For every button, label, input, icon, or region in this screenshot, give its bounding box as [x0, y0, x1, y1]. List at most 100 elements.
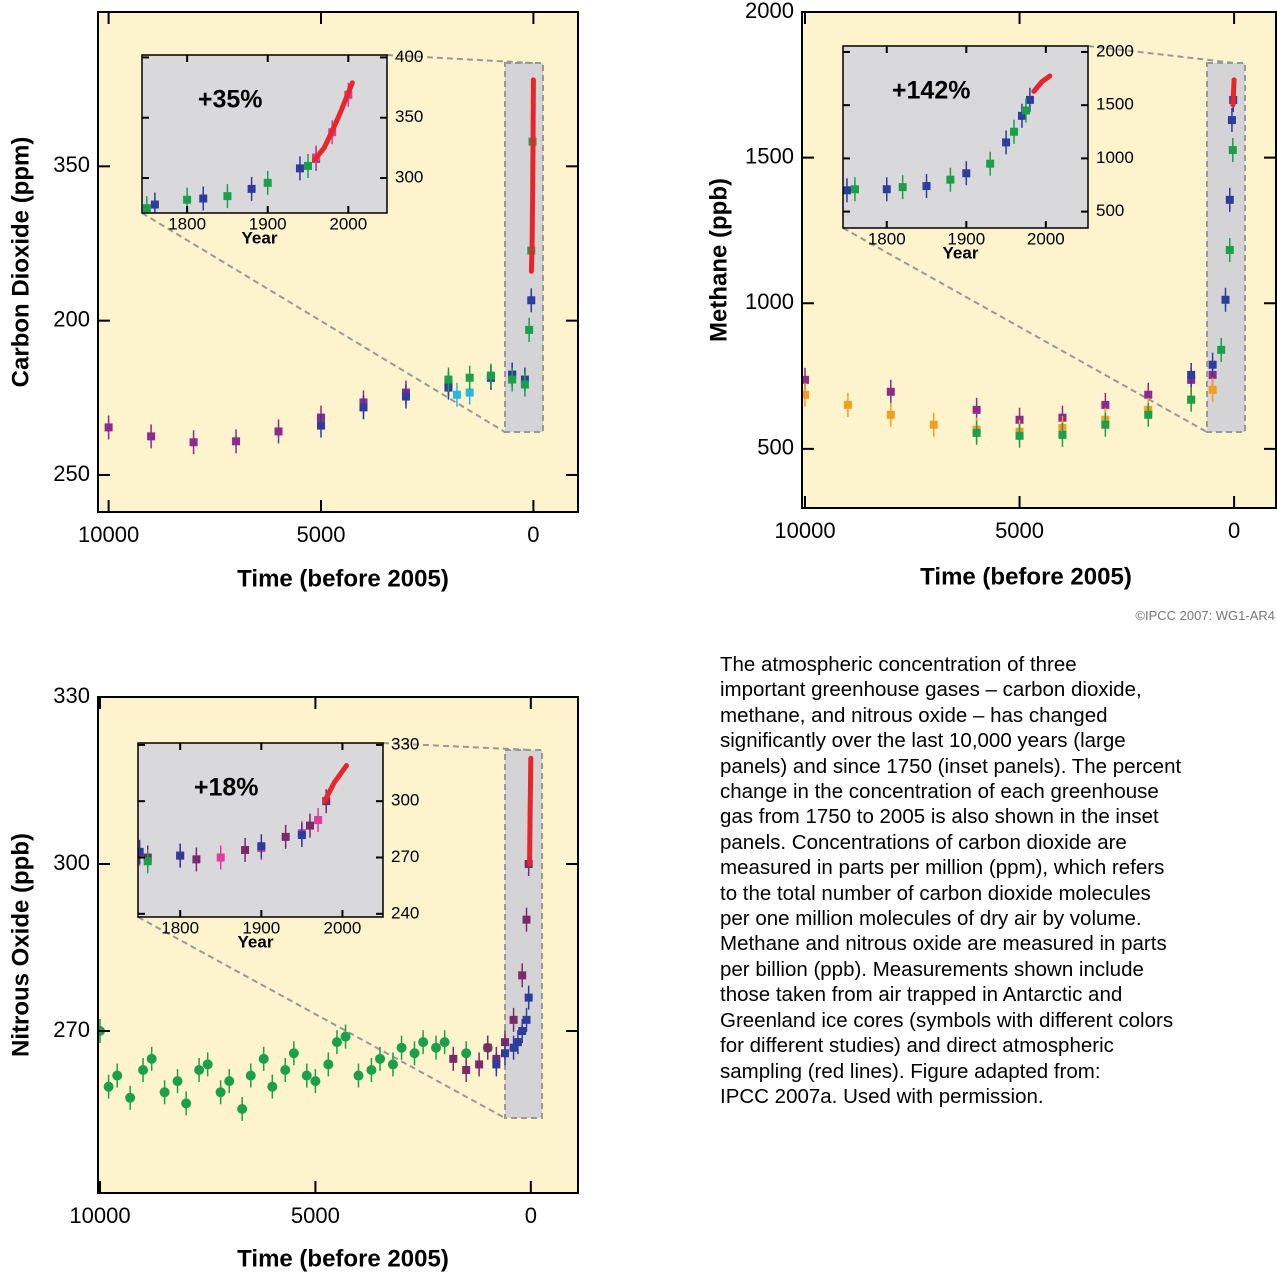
data-point	[972, 428, 981, 437]
description-line: Greenland ice cores (symbols with differ…	[720, 1008, 1174, 1032]
data-point	[112, 1070, 123, 1081]
inset-x-label: Year	[943, 243, 979, 262]
data-point	[1002, 138, 1011, 147]
data-point	[274, 427, 283, 436]
data-point	[147, 432, 156, 441]
data-group	[843, 73, 1053, 203]
data-point	[843, 186, 851, 195]
data-point	[525, 325, 534, 334]
data-point	[882, 185, 891, 194]
description-line: those taken from air trapped in Antarcti…	[720, 983, 1123, 1007]
callout-line	[141, 212, 506, 433]
series-line	[1031, 73, 1053, 94]
data-point	[1228, 146, 1237, 155]
data-point	[176, 851, 185, 860]
data-point	[1021, 106, 1030, 115]
data-point	[500, 1049, 509, 1058]
data-point	[104, 423, 113, 432]
data-point	[508, 375, 517, 384]
data-point	[509, 1043, 518, 1052]
data-point	[1025, 95, 1034, 104]
data-point	[886, 410, 895, 419]
data-point	[1208, 360, 1217, 369]
y-axis-label: Nitrous Oxide (ppb)	[7, 833, 34, 1057]
inset-background	[142, 55, 387, 213]
zoom-region	[504, 749, 543, 1119]
description-line: important greenhouse gases – carbon diox…	[720, 678, 1142, 702]
data-point	[138, 847, 144, 856]
inset-background	[843, 46, 1088, 228]
annotation: +18%	[194, 774, 259, 802]
data-point	[475, 1060, 484, 1069]
data-point	[340, 1031, 351, 1042]
description-line: per billion (ppb). Measurements shown in…	[720, 957, 1144, 981]
data-point	[281, 832, 290, 841]
description-line: methane, and nitrous oxide – has changed	[720, 703, 1108, 727]
y-tick-label: 330	[391, 734, 419, 753]
data-point	[492, 1060, 501, 1069]
x-tick-label: 1800	[868, 229, 906, 248]
data-point	[237, 1103, 248, 1114]
y-tick-label: 300	[395, 168, 423, 187]
x-tick-label: 2000	[1027, 229, 1065, 248]
x-tick-label: 10000	[78, 522, 139, 547]
callout-line	[1087, 45, 1236, 64]
data-point	[922, 182, 931, 191]
data-point	[1058, 430, 1067, 439]
y-tick-label: 270	[391, 847, 419, 866]
y-tick-label: 250	[53, 461, 90, 486]
description-line: panels) and since 1750 (inset panels). T…	[720, 754, 1182, 778]
data-point	[1225, 195, 1234, 204]
data-point	[1144, 390, 1153, 399]
data-point	[461, 1048, 472, 1059]
data-point	[247, 184, 256, 193]
data-group	[104, 77, 537, 455]
y-tick-label: 1000	[1096, 148, 1134, 167]
data-point	[304, 161, 313, 170]
data-point	[886, 387, 895, 396]
x-tick-label: 1900	[947, 229, 985, 248]
description-line: per one million molecules of dry air by …	[720, 907, 1142, 931]
data-point	[483, 1043, 492, 1052]
data-point	[444, 375, 453, 384]
callout-line	[382, 742, 533, 751]
data-point	[280, 1064, 291, 1075]
data-point	[103, 1081, 114, 1092]
data-point	[843, 400, 852, 409]
data-point	[359, 403, 368, 412]
data-point	[418, 1037, 429, 1048]
x-tick-label: 0	[1228, 518, 1240, 543]
series-line	[528, 77, 536, 274]
data-point	[257, 842, 266, 851]
y-tick-label: 270	[53, 1017, 90, 1042]
x-tick-label: 10000	[774, 518, 835, 543]
x-tick-label: 10000	[69, 1203, 130, 1228]
data-point	[245, 1070, 256, 1081]
series-line	[527, 755, 534, 867]
data-point	[143, 857, 152, 866]
description-line: measured in parts per million (ppm), whi…	[720, 856, 1165, 880]
data-point	[898, 183, 907, 192]
data-point	[462, 1065, 471, 1074]
data-point	[527, 296, 536, 305]
data-point	[1217, 345, 1226, 354]
callout-line	[386, 54, 534, 64]
data-point	[263, 178, 272, 187]
y-tick-label: 1000	[745, 289, 794, 314]
data-point	[232, 437, 241, 446]
y-axis-label: Carbon Dioxide (ppm)	[7, 137, 34, 388]
data-point	[522, 915, 531, 924]
data-point	[172, 1076, 183, 1087]
frame	[97, 696, 579, 1194]
description-line: change in the concentration of each gree…	[720, 780, 1159, 804]
x-axis-label: Time (before 2005)	[237, 1245, 449, 1272]
data-point	[1101, 400, 1110, 409]
data-point	[317, 421, 326, 430]
description-line: for different studies) and direct atmosp…	[720, 1034, 1114, 1058]
data-point	[431, 1042, 442, 1053]
data-point	[224, 1076, 235, 1087]
x-tick-label: 5000	[995, 518, 1044, 543]
series-line	[322, 763, 349, 804]
data-point	[146, 1053, 157, 1064]
frame	[97, 11, 579, 513]
